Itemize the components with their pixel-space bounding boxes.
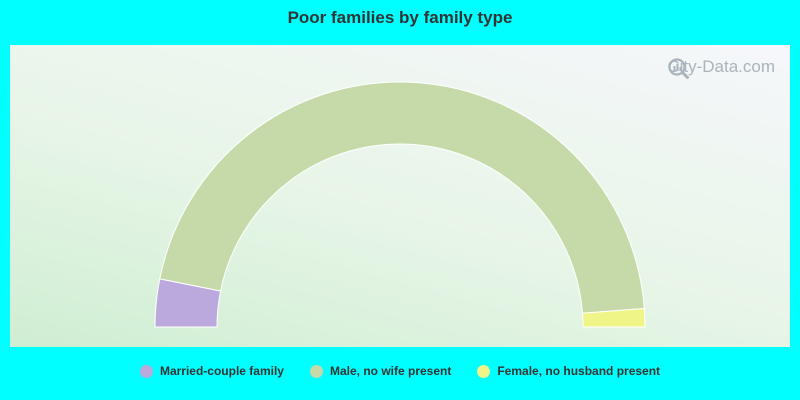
legend-swatch xyxy=(309,364,323,378)
watermark: City-Data.com xyxy=(667,57,775,79)
chart-legend: Married-couple family Male, no wife prese… xyxy=(0,364,800,378)
slice-male-no-wife-present[interactable] xyxy=(159,81,645,314)
legend-label: Married-couple family xyxy=(159,364,284,378)
legend-swatch xyxy=(477,364,491,378)
legend-item[interactable]: Male, no wife present xyxy=(309,364,452,378)
legend-item[interactable]: Female, no husband present xyxy=(477,364,660,378)
legend-item[interactable]: Married-couple family xyxy=(139,364,284,378)
chart-panel: City-Data.com xyxy=(10,45,790,347)
legend-label: Male, no wife present xyxy=(329,364,452,378)
slice-female-no-husband-present[interactable] xyxy=(581,308,646,328)
watermark-text: City-Data.com xyxy=(667,57,775,76)
chart-title: Poor families by family type xyxy=(287,8,513,27)
legend-swatch xyxy=(139,364,153,378)
legend-label: Female, no husband present xyxy=(497,364,661,378)
magnifier-chart-icon xyxy=(668,58,690,79)
half-donut-chart xyxy=(154,81,646,328)
